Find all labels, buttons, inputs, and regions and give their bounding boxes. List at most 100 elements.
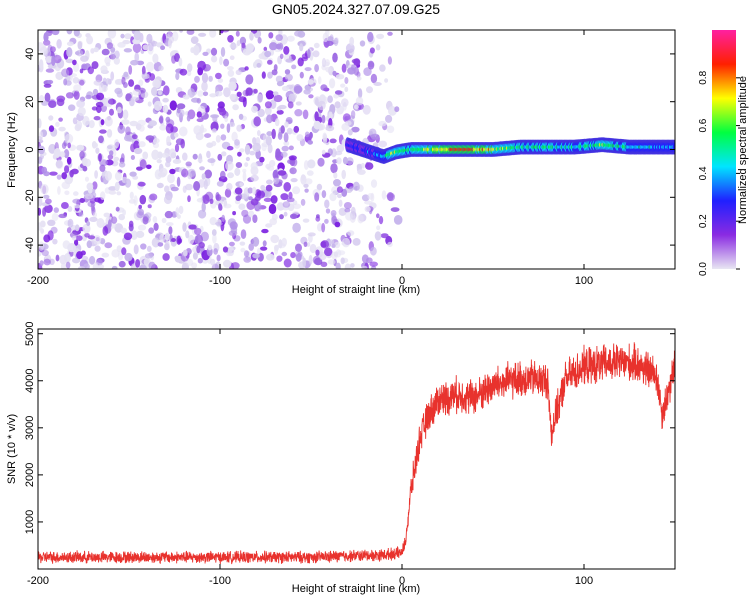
noise-blob bbox=[295, 243, 302, 252]
noise-blob bbox=[129, 120, 138, 127]
noise-blob bbox=[347, 67, 356, 75]
noise-blob bbox=[331, 243, 336, 248]
noise-blob bbox=[92, 262, 99, 269]
noise-blob bbox=[91, 141, 97, 149]
noise-blob bbox=[81, 157, 88, 166]
noise-blob bbox=[270, 234, 280, 244]
noise-blob bbox=[142, 216, 149, 225]
noise-blob bbox=[244, 144, 251, 155]
noise-blob bbox=[325, 208, 331, 214]
colorbar-label: Normalized spectral amplitude bbox=[737, 76, 749, 224]
noise-blob bbox=[71, 235, 77, 241]
noise-blob bbox=[216, 254, 221, 262]
noise-blob bbox=[267, 143, 273, 154]
noise-blob bbox=[248, 210, 255, 218]
noise-blob bbox=[344, 207, 351, 213]
snr-series-line bbox=[38, 342, 675, 565]
noise-blob bbox=[276, 106, 282, 111]
noise-blob bbox=[118, 260, 126, 268]
noise-blob bbox=[221, 214, 226, 222]
noise-blob bbox=[324, 218, 329, 224]
noise-blob bbox=[63, 78, 68, 86]
noise-blob bbox=[118, 213, 125, 221]
noise-blob bbox=[300, 174, 307, 185]
noise-blob bbox=[281, 145, 289, 152]
noise-blob bbox=[327, 259, 336, 265]
noise-blob bbox=[163, 195, 172, 205]
noise-blob bbox=[161, 152, 170, 158]
noise-blob bbox=[229, 221, 238, 230]
noise-blob bbox=[93, 116, 101, 121]
noise-blob bbox=[328, 111, 333, 120]
noise-blob bbox=[211, 229, 217, 236]
noise-blob bbox=[307, 232, 316, 237]
noise-blob bbox=[207, 158, 216, 164]
noise-blob bbox=[306, 242, 311, 247]
noise-blob bbox=[151, 149, 160, 160]
noise-blob bbox=[42, 207, 47, 217]
noise-blob bbox=[324, 199, 330, 209]
noise-blob bbox=[56, 39, 62, 49]
noise-blob bbox=[106, 129, 113, 138]
noise-blob bbox=[327, 95, 333, 103]
noise-blob bbox=[241, 42, 246, 49]
noise-blob bbox=[180, 138, 185, 149]
noise-blob bbox=[243, 250, 250, 258]
noise-blob bbox=[349, 36, 355, 46]
noise-blob bbox=[188, 234, 195, 245]
noise-blob bbox=[190, 36, 199, 44]
noise-blob bbox=[76, 144, 85, 151]
noise-blob bbox=[153, 222, 159, 231]
noise-blob bbox=[49, 102, 57, 108]
noise-blob bbox=[302, 218, 310, 223]
noise-blob bbox=[123, 71, 129, 78]
noise-blob bbox=[234, 187, 243, 195]
noise-blob bbox=[304, 131, 310, 138]
noise-blob bbox=[345, 211, 353, 221]
noise-blob bbox=[265, 223, 273, 228]
noise-blob bbox=[265, 163, 271, 170]
noise-blob bbox=[163, 85, 170, 96]
noise-blob bbox=[67, 243, 76, 253]
y-tick-label: 5000 bbox=[24, 321, 36, 345]
x-tick-label: 0 bbox=[399, 575, 405, 587]
noise-blob bbox=[65, 261, 71, 269]
noise-blob bbox=[290, 213, 298, 219]
noise-blob bbox=[226, 123, 231, 133]
noise-blob bbox=[283, 182, 292, 192]
noise-blob bbox=[165, 155, 172, 164]
noise-blob bbox=[336, 144, 345, 153]
noise-blob bbox=[266, 114, 273, 124]
noise-blob bbox=[334, 101, 341, 109]
noise-blob bbox=[130, 96, 140, 102]
noise-blob bbox=[252, 236, 260, 247]
noise-blob bbox=[209, 93, 217, 98]
noise-blob bbox=[165, 123, 174, 134]
noise-blob bbox=[281, 251, 288, 257]
noise-blob bbox=[45, 56, 53, 63]
spectrogram-y-label: Frequency (Hz) bbox=[6, 112, 18, 188]
noise-blob bbox=[379, 64, 386, 72]
noise-blob bbox=[258, 53, 266, 60]
noise-blob bbox=[317, 157, 325, 167]
noise-blob bbox=[152, 142, 160, 149]
noise-blob bbox=[264, 190, 272, 198]
noise-blob bbox=[257, 108, 265, 118]
noise-blob bbox=[282, 201, 291, 208]
noise-blob bbox=[270, 195, 278, 204]
noise-blob bbox=[376, 225, 381, 231]
noise-blob bbox=[146, 33, 153, 44]
noise-blob bbox=[145, 135, 155, 142]
noise-blob bbox=[58, 213, 67, 219]
noise-blob bbox=[182, 152, 188, 161]
noise-blob bbox=[144, 253, 154, 259]
noise-blob bbox=[43, 83, 52, 88]
snr-panel: -200 -100 0 100 1000 2000 3000 4000 5000 Height… bbox=[6, 321, 676, 595]
noise-blob bbox=[273, 177, 280, 185]
chart-title: GN05.2024.327.07.09.G25 bbox=[272, 1, 440, 17]
noise-blob bbox=[334, 90, 343, 95]
noise-blob bbox=[335, 262, 341, 269]
noise-blob bbox=[232, 211, 237, 216]
noise-blob bbox=[130, 59, 139, 66]
noise-blob bbox=[384, 78, 389, 83]
